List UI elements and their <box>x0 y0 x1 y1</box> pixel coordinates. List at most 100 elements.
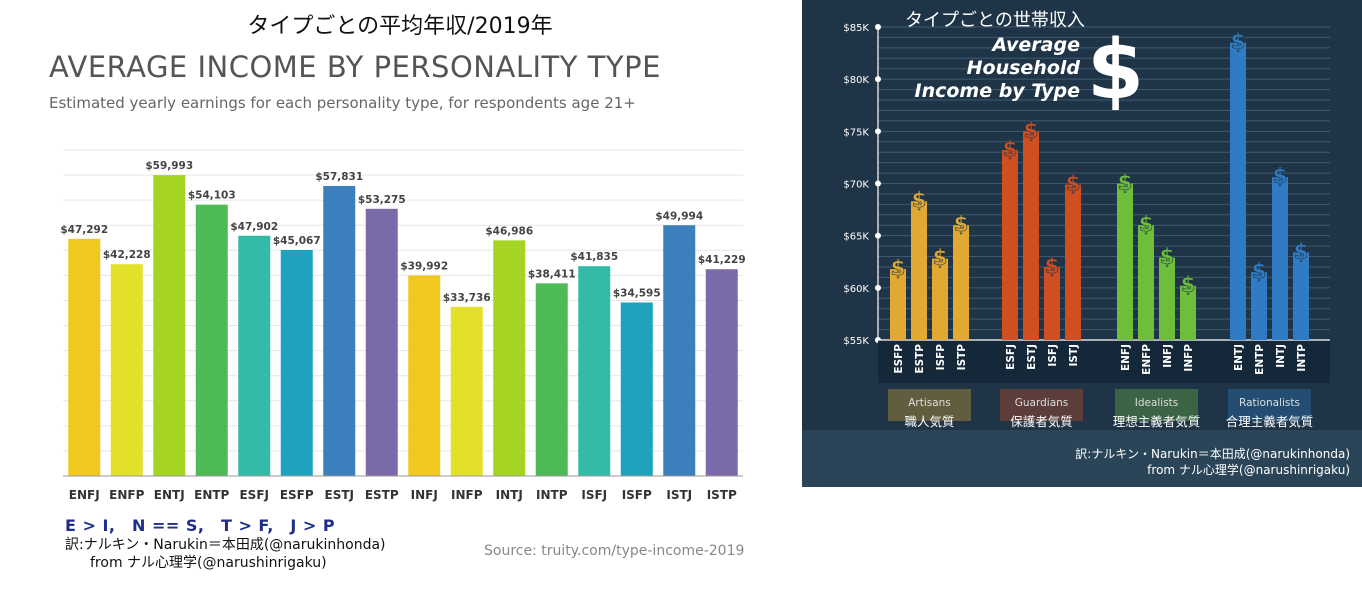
bar-dollar-icon: $ <box>1066 172 1081 196</box>
right-credit-line1: 訳:ナルキン・Narukin＝本田成(@narukinhonda) <box>1075 447 1350 461</box>
x-tick-label: ENTJ <box>1233 344 1245 371</box>
data-label: $41,229 <box>698 254 746 266</box>
x-tick-label: ISTP <box>956 344 968 371</box>
bar-entj <box>1230 42 1246 341</box>
data-label: $34,595 <box>613 287 661 299</box>
bar-dollar-icon: $ <box>933 246 948 270</box>
y-tick-label: $70K <box>843 180 869 191</box>
x-tick-label: ENTP <box>1254 344 1266 375</box>
group-label-jp: 合理主義者気質 <box>1226 414 1314 429</box>
group-label-jp: 保護者気質 <box>1010 414 1073 429</box>
left-title-jp: タイプごとの平均年収/2019年 <box>247 14 553 39</box>
data-label: $53,275 <box>358 194 406 206</box>
data-label: $38,411 <box>528 268 576 280</box>
bar-infj <box>1159 257 1175 340</box>
right-credit-line2: from ナル心理学(@narushinrigaku) <box>1147 463 1350 477</box>
x-tick-label: ESTP <box>914 344 926 374</box>
group-label: Rationalists <box>1239 397 1300 409</box>
right-title-line2: Household <box>966 57 1080 79</box>
group-box-guardians <box>1000 389 1083 421</box>
x-tick-label: ESFP <box>280 488 314 502</box>
right-credit: 訳:ナルキン・Narukin＝本田成(@narukinhonda) from ナ… <box>1030 446 1350 478</box>
data-label: $46,986 <box>485 225 533 237</box>
left-credit-line1: 訳:ナルキン・Narukin＝本田成(@narukinhonda) <box>65 537 386 553</box>
bar-entp <box>195 204 228 476</box>
data-label: $47,292 <box>60 224 108 236</box>
group-box-idealists <box>1115 389 1198 421</box>
bar-dollar-icon: $ <box>1139 212 1154 236</box>
group-box-rationalists <box>1228 389 1311 421</box>
bar-dollar-icon: $ <box>1273 164 1288 188</box>
y-tick-dot <box>875 232 881 239</box>
x-tick-label: INTP <box>536 488 568 502</box>
x-tick-label: ISTJ <box>666 488 692 502</box>
bar-enfj <box>68 238 101 476</box>
category-band <box>878 340 1330 383</box>
data-label: $47,902 <box>230 221 278 233</box>
y-tick-dot <box>875 284 881 291</box>
bar-entj <box>153 175 186 476</box>
type-comparison-legend: E > I, N == S, T > F, J > P <box>65 516 336 535</box>
bar-esfp <box>280 249 313 476</box>
bar-isfj <box>1044 266 1060 340</box>
bar-infp <box>1180 285 1196 340</box>
group-label-jp: 職人気質 <box>904 414 954 429</box>
bar-dollar-icon: $ <box>1003 137 1018 161</box>
bar-dollar-icon: $ <box>891 256 906 280</box>
y-tick-dot <box>875 24 881 30</box>
bar-enfp <box>110 264 143 476</box>
right-panel-footer <box>802 430 1362 487</box>
right-chart-title: Average Household Income by Type <box>880 34 1081 103</box>
left-credit: 訳:ナルキン・Narukin＝本田成(@narukinhonda) from ナ… <box>65 536 386 572</box>
bar-istp <box>953 225 969 340</box>
bar-dollar-icon: $ <box>1160 245 1175 269</box>
y-tick-label: $75K <box>843 127 869 138</box>
left-chart-subtitle: Estimated yearly earnings for each perso… <box>49 94 636 112</box>
data-label: $54,103 <box>188 190 236 202</box>
y-tick-dot <box>875 76 881 83</box>
x-tick-label: INFJ <box>411 488 438 502</box>
data-label: $45,067 <box>273 235 321 247</box>
x-tick-label: ESFJ <box>239 488 269 502</box>
source-note: Source: truity.com/type-income-2019 <box>484 543 745 559</box>
bar-infj <box>408 275 441 476</box>
x-tick-label: ISFP <box>935 344 947 371</box>
bar-dollar-icon: $ <box>1181 273 1196 297</box>
y-tick-label: $65K <box>843 232 869 243</box>
y-tick-label: $80K <box>843 75 869 86</box>
x-tick-label: ISFP <box>622 488 652 502</box>
right-panel <box>802 0 1362 487</box>
group-label: Idealists <box>1135 397 1179 409</box>
bar-dollar-icon: $ <box>954 212 969 236</box>
y-tick-label: $55K <box>843 336 869 347</box>
x-tick-label: INFP <box>1183 344 1195 372</box>
group-box-artisans <box>888 389 971 421</box>
x-tick-label: ISTP <box>707 488 737 502</box>
bar-estj <box>1023 131 1039 340</box>
bar-isfp <box>932 258 948 340</box>
x-tick-label: INTJ <box>1275 344 1287 368</box>
data-label: $39,992 <box>400 260 448 272</box>
bar-dollar-icon: $ <box>1231 30 1246 54</box>
x-tick-label: ISTJ <box>1068 344 1080 367</box>
x-tick-label: ISFJ <box>1047 344 1059 367</box>
dollar-icon: $ <box>1087 23 1144 118</box>
x-tick-label: ESTJ <box>325 488 355 502</box>
x-tick-label: ENFP <box>109 488 144 502</box>
right-title-line3: Income by Type <box>914 80 1081 102</box>
bar-intp <box>1293 252 1309 340</box>
x-tick-label: INFJ <box>1162 344 1174 368</box>
x-tick-label: ENTP <box>194 488 229 502</box>
bar-estj <box>323 185 356 476</box>
bar-istj <box>1065 184 1081 340</box>
bar-intj <box>1272 177 1288 340</box>
left-chart-title: AVERAGE INCOME BY PERSONALITY TYPE <box>49 50 661 84</box>
bar-istp <box>705 269 738 476</box>
x-tick-label: ENFP <box>1141 344 1153 375</box>
bar-esfp <box>890 269 906 340</box>
group-label-jp: 理想主義者気質 <box>1113 414 1201 429</box>
group-label: Artisans <box>908 397 951 409</box>
bar-intj <box>493 240 526 476</box>
x-tick-label: ESFP <box>893 344 905 374</box>
